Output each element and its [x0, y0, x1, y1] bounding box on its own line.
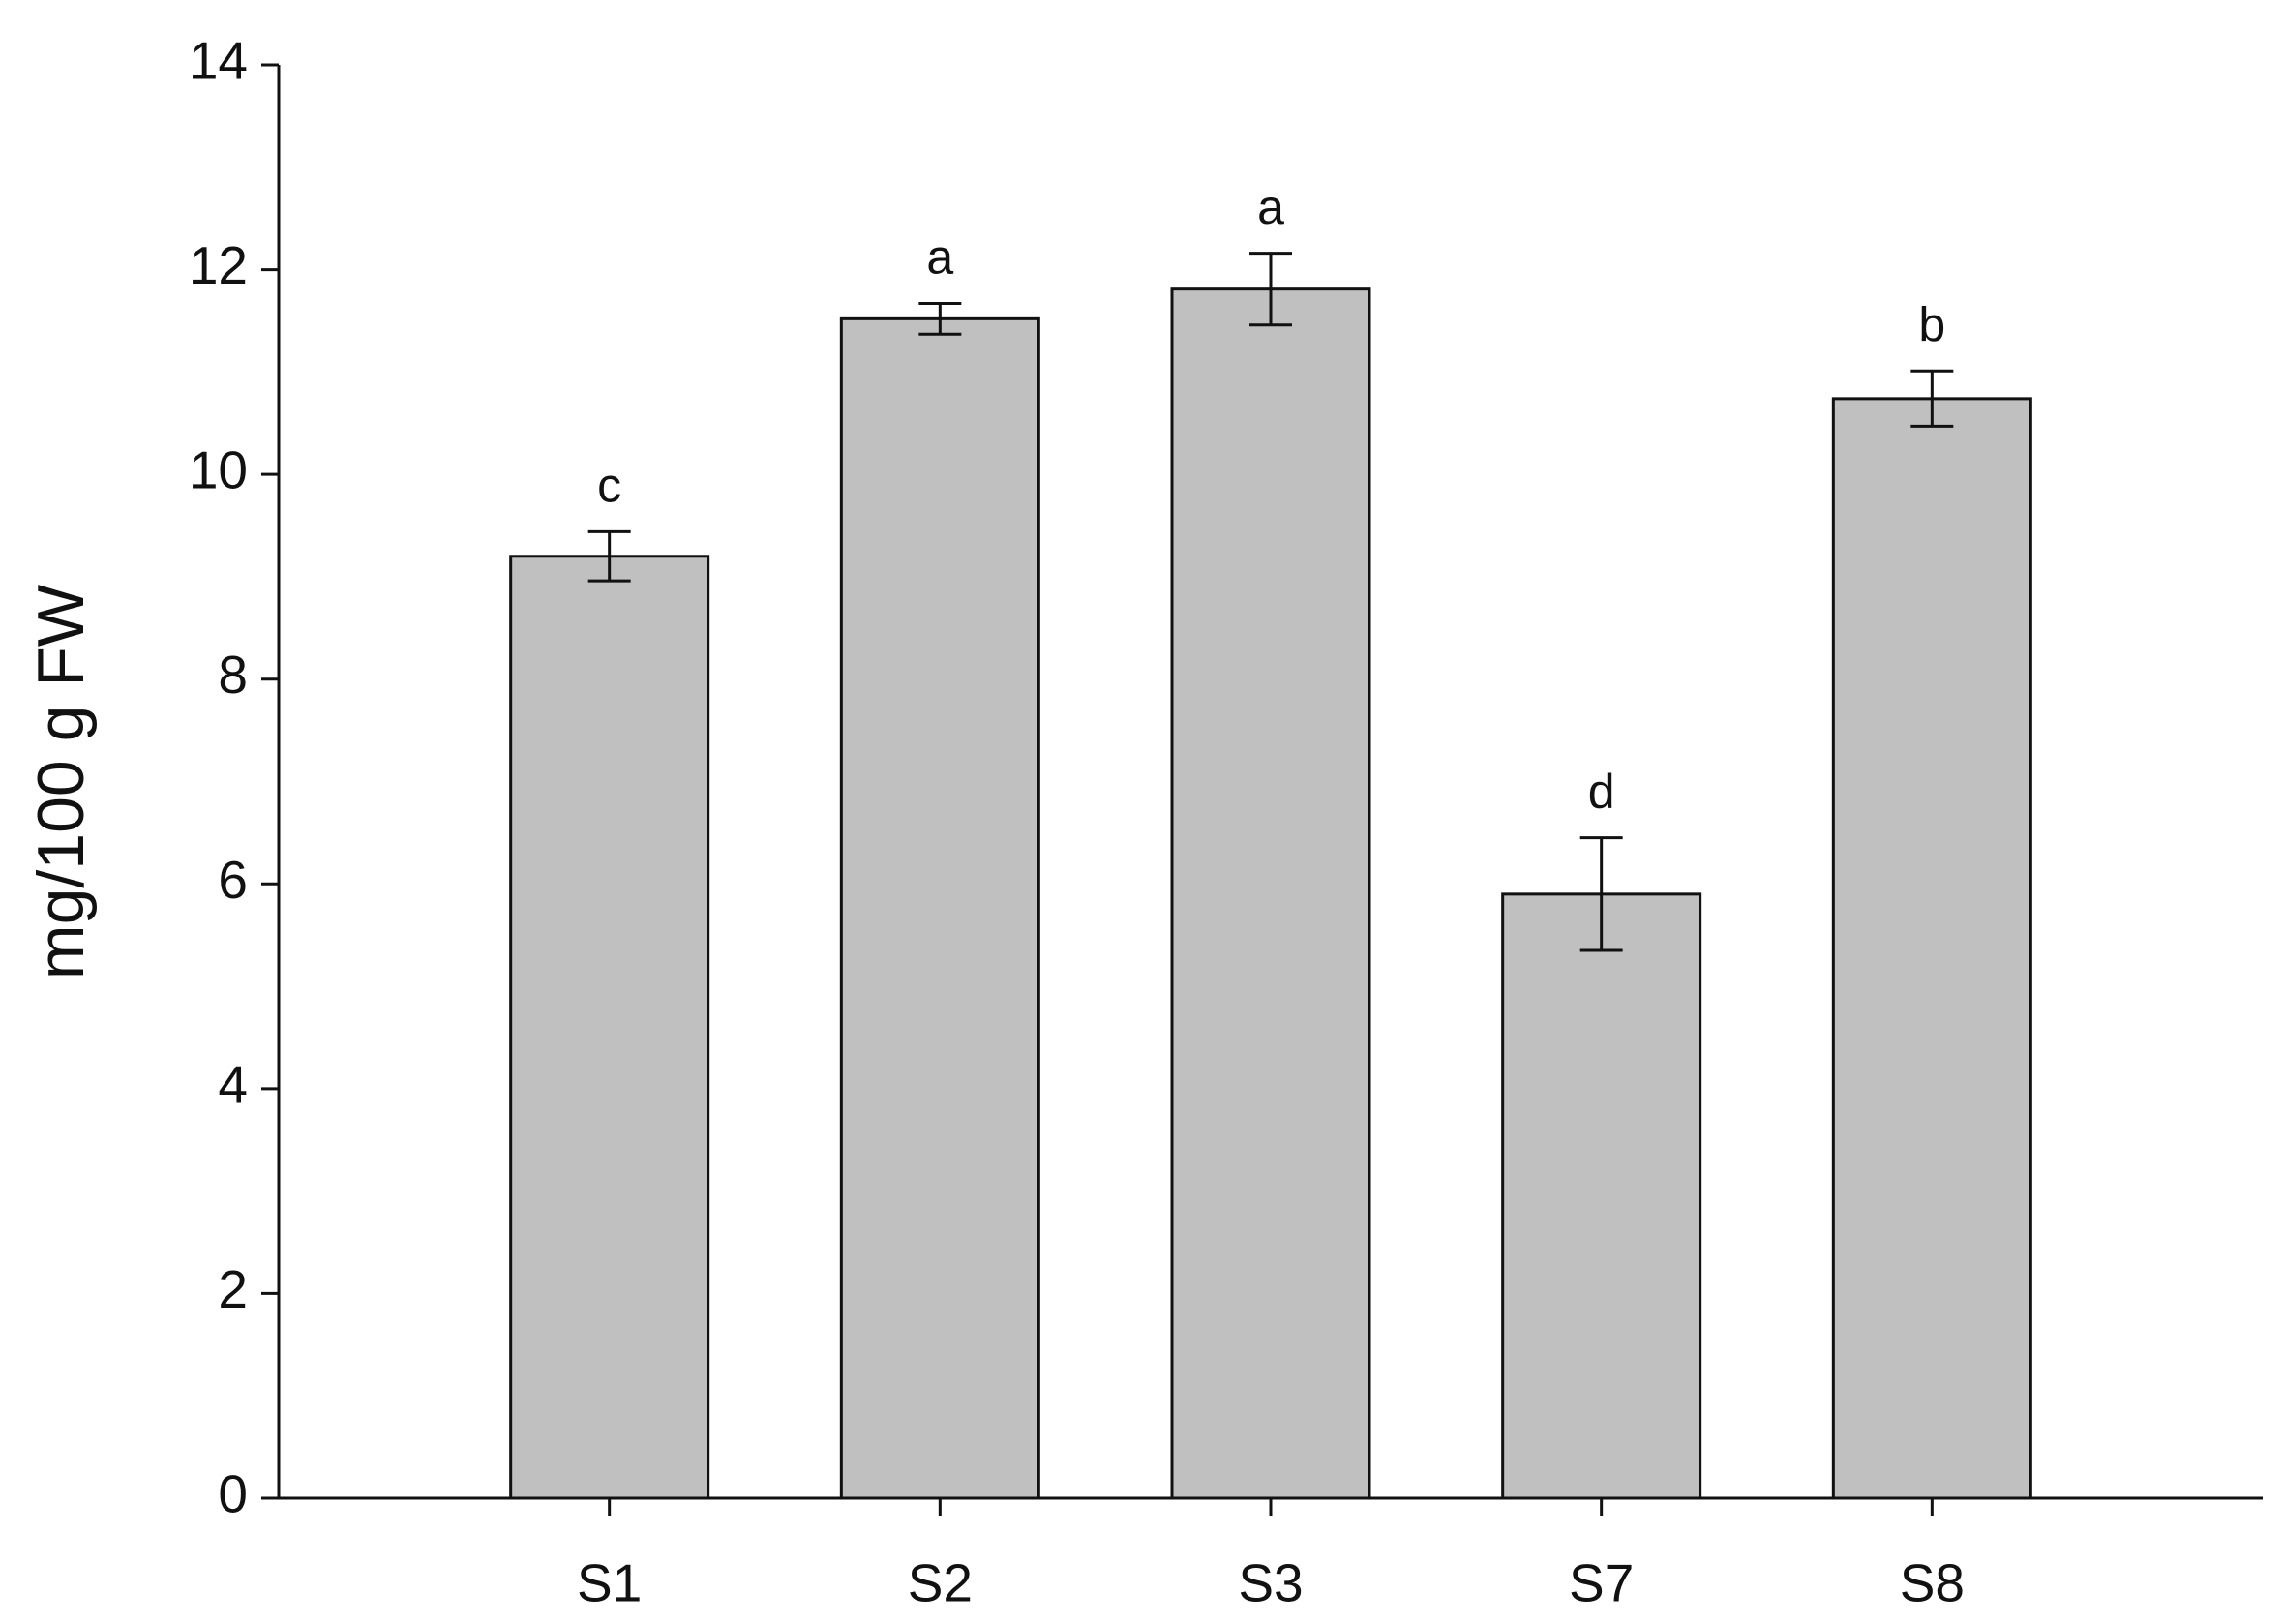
- x-tick-label: S7: [1569, 1553, 1634, 1613]
- y-tick-label: 2: [218, 1259, 248, 1319]
- significance-letter: d: [1588, 765, 1615, 819]
- significance-letter: a: [926, 230, 953, 285]
- x-tick-label: S3: [1238, 1553, 1303, 1613]
- significance-letter: b: [1918, 298, 1945, 352]
- significance-letter: a: [1257, 180, 1284, 234]
- y-tick-label: 6: [218, 850, 248, 910]
- x-tick-label: S2: [908, 1553, 973, 1613]
- error-bar: [1579, 836, 1623, 952]
- significance-letter: c: [597, 459, 621, 513]
- error-bar: [1910, 369, 1954, 428]
- bar: [1501, 892, 1702, 1500]
- error-bar: [918, 301, 962, 336]
- y-tick-label: 8: [218, 645, 248, 705]
- error-bar: [587, 529, 631, 583]
- y-tick-label: 12: [189, 235, 248, 295]
- y-tick-label: 0: [218, 1464, 248, 1524]
- bar: [509, 555, 710, 1500]
- x-tick-label: S1: [577, 1553, 642, 1613]
- bar: [1831, 397, 2032, 1500]
- x-tick-label: S8: [1900, 1553, 1965, 1613]
- bar: [839, 316, 1040, 1500]
- y-tick-label: 4: [218, 1054, 248, 1114]
- bar: [1170, 287, 1371, 1500]
- y-axis-title: mg/100 g FW: [24, 585, 98, 979]
- y-tick-label: 10: [189, 440, 248, 500]
- y-tick-label: 14: [189, 31, 248, 91]
- error-bar: [1249, 252, 1292, 327]
